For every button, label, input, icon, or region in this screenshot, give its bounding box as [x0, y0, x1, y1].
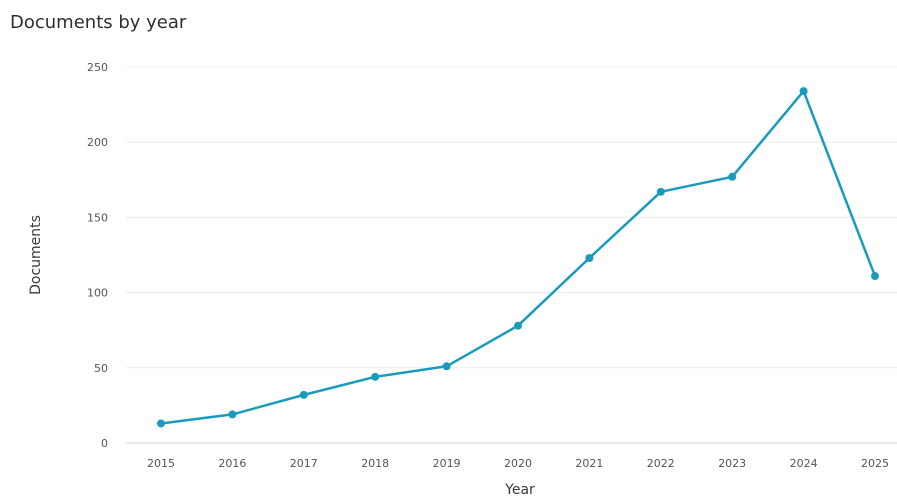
y-tick-label: 150 [87, 211, 108, 224]
x-tick-label: 2021 [575, 457, 603, 470]
x-tick-label: 2024 [790, 457, 818, 470]
x-tick-label: 2025 [861, 457, 889, 470]
data-point[interactable] [228, 410, 237, 419]
x-tick-label: 2019 [433, 457, 461, 470]
x-tick-label: 2018 [361, 457, 389, 470]
y-tick-label: 250 [87, 61, 108, 74]
data-point[interactable] [157, 419, 165, 428]
data-point[interactable] [371, 372, 380, 381]
data-point[interactable] [585, 254, 594, 263]
x-axis-ticks: 2015 2016 2017 2018 2019 2020 2021 2022 2023 2024… [147, 457, 889, 470]
y-tick-label: 100 [87, 287, 108, 300]
data-point[interactable] [871, 272, 879, 281]
data-point[interactable] [799, 87, 808, 96]
y-axis-ticks: 0 50 100 150 200 250 [87, 61, 108, 450]
x-tick-label: 2015 [147, 457, 175, 470]
y-tick-label: 0 [101, 437, 108, 450]
series-line [159, 89, 877, 425]
x-axis-title: Year [504, 482, 535, 498]
data-series [157, 87, 879, 428]
x-tick-label: 2020 [504, 457, 532, 470]
y-axis-title: Documents [28, 215, 44, 295]
x-tick-label: 2016 [218, 457, 246, 470]
data-point[interactable] [728, 172, 737, 181]
data-point[interactable] [442, 362, 451, 371]
y-tick-label: 50 [94, 362, 108, 375]
x-tick-label: 2023 [718, 457, 746, 470]
x-tick-label: 2022 [647, 457, 675, 470]
data-point[interactable] [514, 321, 522, 330]
y-tick-label: 200 [87, 136, 108, 149]
gridlines [126, 66, 897, 444]
chart-title: Documents by year [10, 12, 187, 33]
x-tick-label: 2017 [290, 457, 318, 470]
data-point[interactable] [656, 187, 665, 196]
data-point[interactable] [299, 390, 308, 399]
